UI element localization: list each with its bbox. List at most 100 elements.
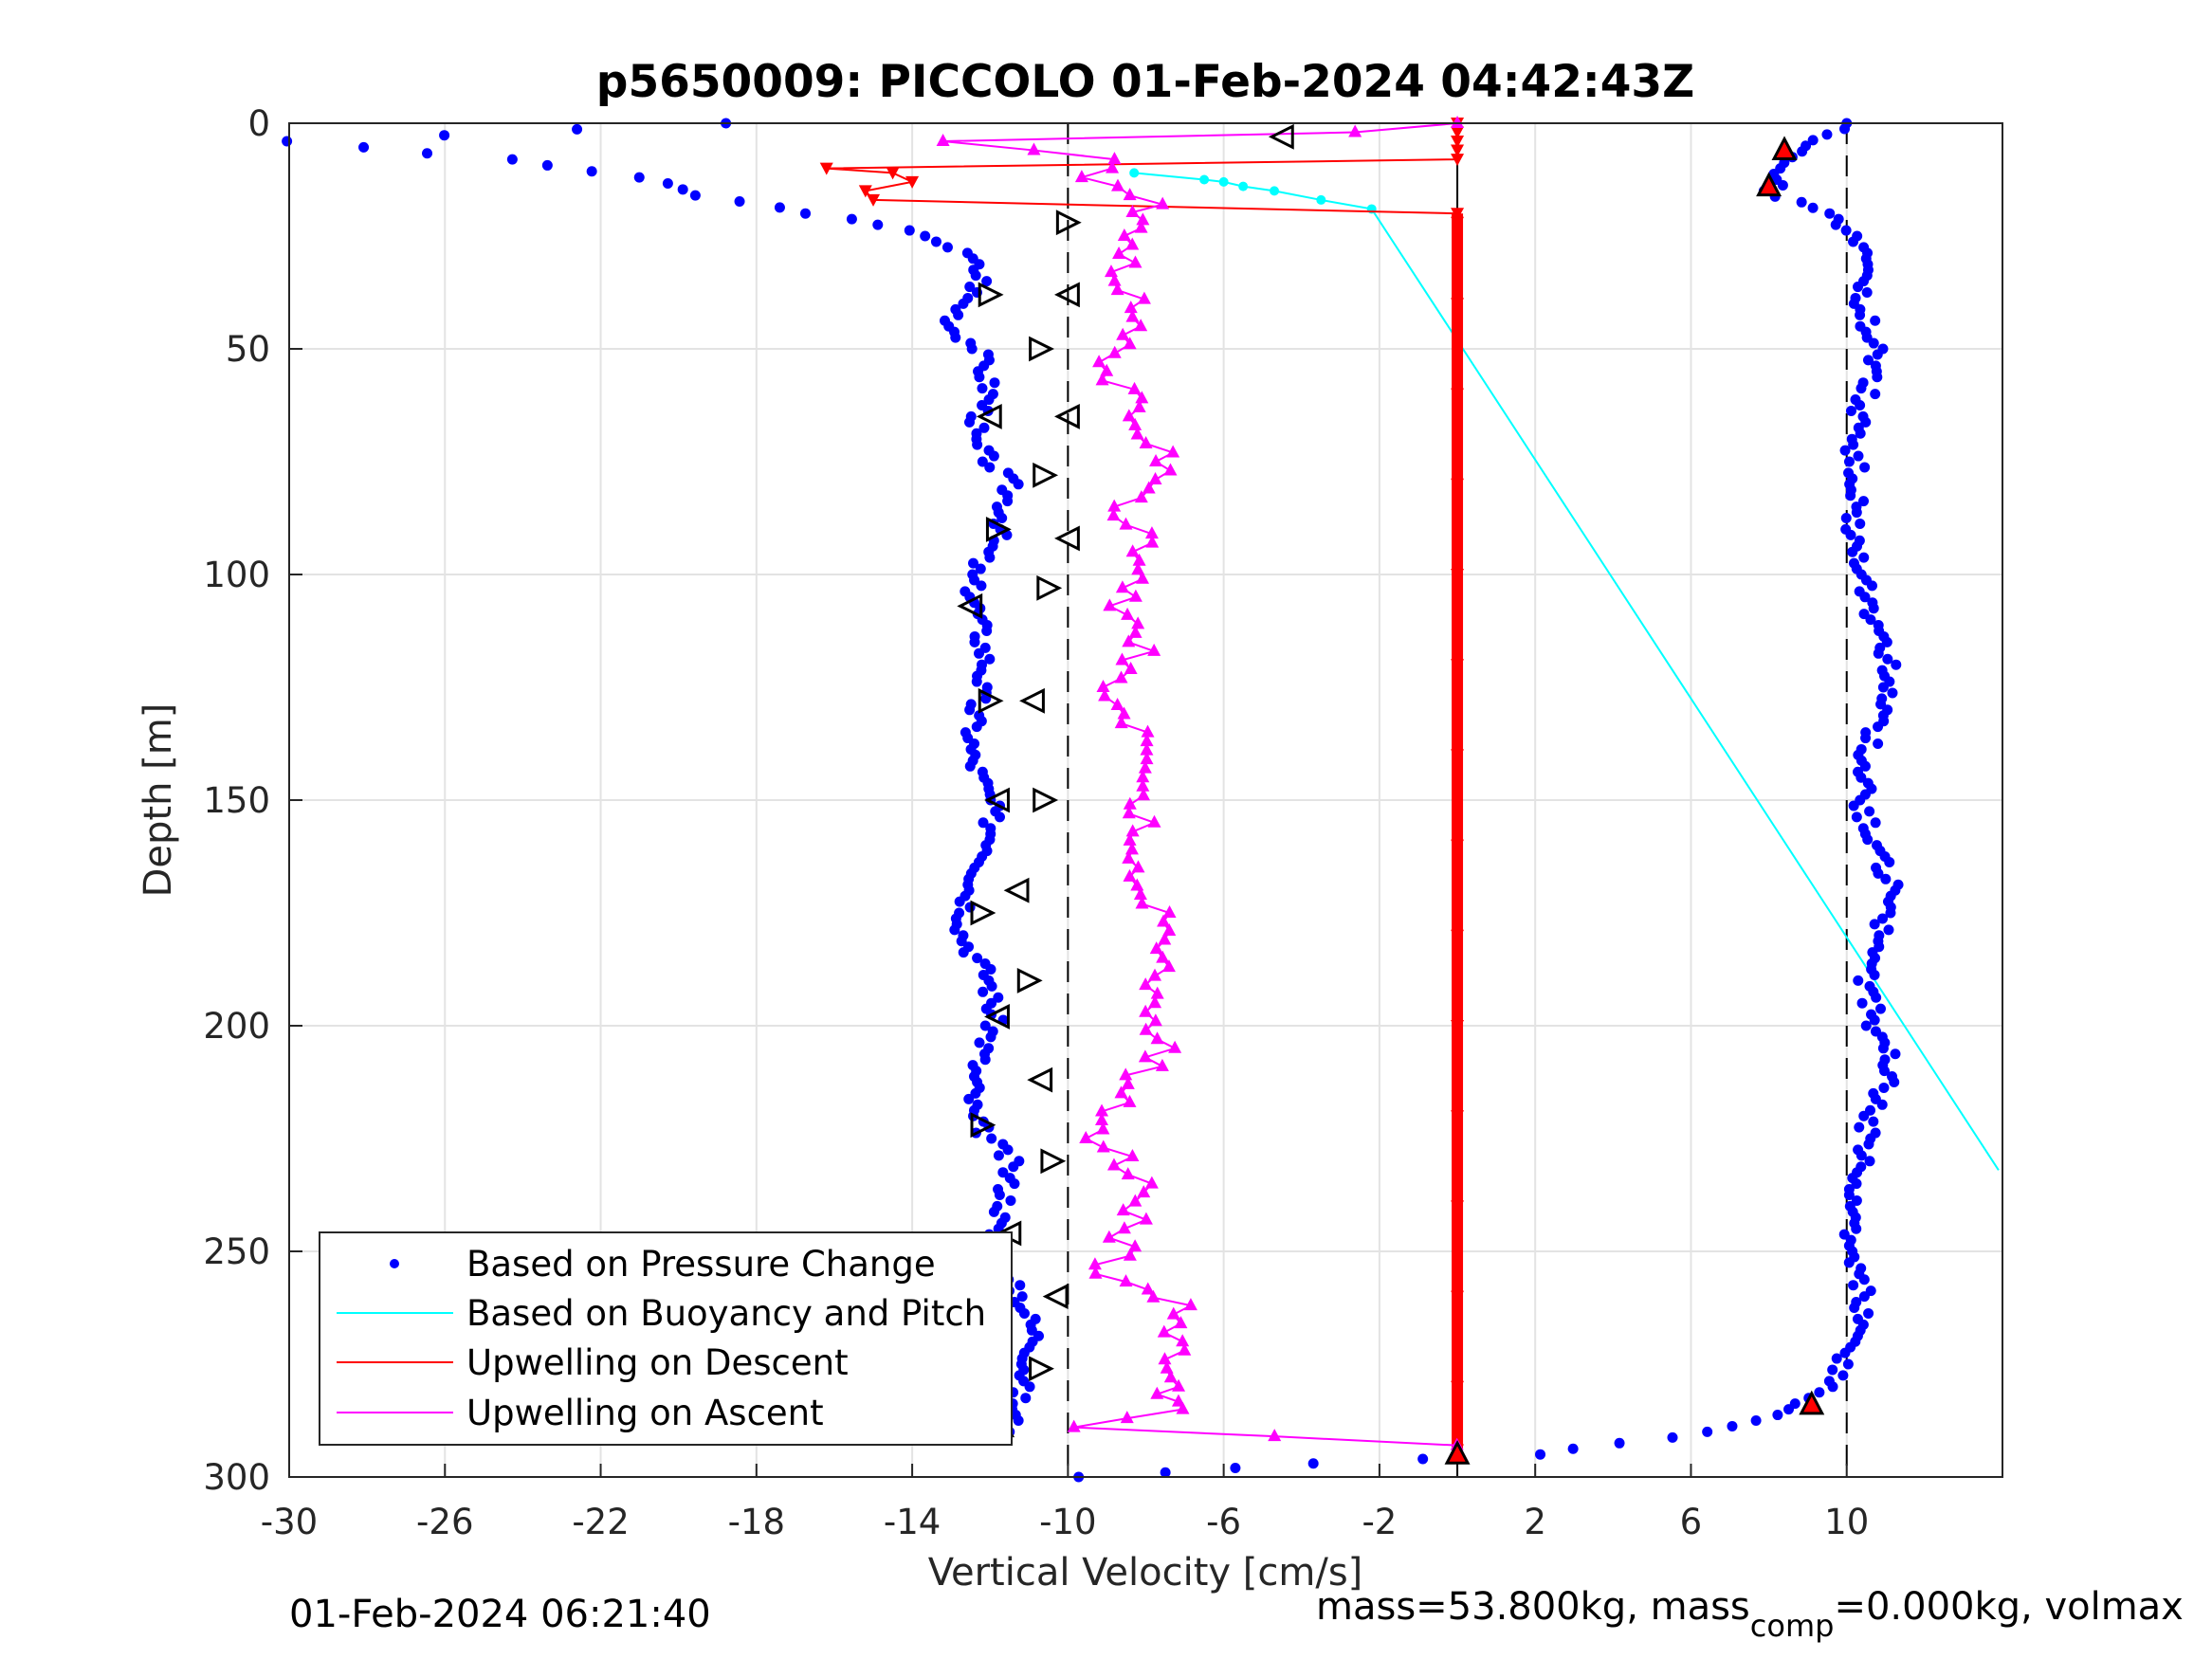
ascent-marker: [1117, 1221, 1131, 1234]
pressure-point: [1860, 727, 1872, 738]
pressure-point: [984, 552, 996, 563]
pressure-point: [1851, 501, 1862, 513]
pressure-point: [1807, 135, 1819, 146]
pressure-point: [1843, 467, 1855, 479]
pressure-point: [677, 184, 688, 195]
pressure-point: [941, 242, 953, 253]
x-tick-label-4: -14: [884, 1502, 941, 1542]
legend-swatch-pressure: [390, 1259, 399, 1268]
ascent-marker: [1106, 1158, 1121, 1171]
descent-marker: [1451, 1380, 1465, 1394]
legend-label-buoyancy: Based on Buoyancy and Pitch: [466, 1293, 986, 1334]
pressure-point: [1859, 462, 1871, 473]
ascent-marker: [1096, 1121, 1110, 1135]
pressure-point: [1840, 225, 1852, 236]
ascent-marker: [1138, 760, 1152, 774]
pressure-point: [1858, 496, 1870, 507]
ascent-marker: [1136, 571, 1150, 584]
bin-marker: [1003, 877, 1030, 903]
pressure-point: [974, 647, 985, 659]
legend: Based on Pressure Change Based on Buoyan…: [319, 1231, 1013, 1446]
pressure-point: [977, 383, 988, 394]
pressure-point: [358, 141, 370, 153]
ascent-marker: [1132, 553, 1146, 566]
ascent-marker: [1116, 1203, 1130, 1216]
ascent-marker: [1121, 1167, 1135, 1180]
ascent-marker: [1123, 1248, 1137, 1261]
pressure-point: [964, 282, 976, 293]
pressure-point: [689, 190, 701, 201]
ascent-marker: [1124, 661, 1138, 674]
ascent-marker: [1178, 1342, 1192, 1356]
buoyancy-point: [1199, 174, 1210, 185]
pressure-point: [1871, 840, 1882, 851]
bin-marker: [1054, 403, 1080, 429]
pressure-point: [997, 1167, 1009, 1178]
ascent-marker: [1110, 698, 1124, 711]
x-tick-label-6: -6: [1206, 1502, 1241, 1542]
pressure-point: [1842, 1358, 1854, 1370]
pressure-point: [1796, 196, 1807, 208]
descent-marker: [1451, 136, 1465, 149]
ascent-marker: [1139, 977, 1153, 991]
pressure-point: [1863, 1307, 1874, 1319]
ascent-marker: [1106, 160, 1120, 173]
ascent-marker: [1128, 589, 1143, 602]
y-axis-label: Depth [m]: [137, 703, 180, 898]
ascent-marker: [1161, 959, 1176, 973]
ascent-marker: [1166, 445, 1180, 458]
ascent-marker: [1122, 850, 1136, 864]
ascent-marker: [1128, 1239, 1143, 1252]
descent-marker: [858, 185, 872, 198]
pressure-point: [969, 636, 980, 647]
ascent-marker: [1125, 544, 1140, 557]
ascent-marker: [1079, 1131, 1093, 1143]
buoyancy-point: [1270, 186, 1280, 196]
ascent-marker: [1123, 832, 1137, 846]
pressure-point: [1891, 659, 1902, 670]
pressure-point: [972, 439, 983, 450]
ascent-marker: [1092, 355, 1106, 368]
x-axis-label: Vertical Velocity [cm/s]: [928, 1551, 1363, 1595]
pressure-point: [970, 270, 981, 282]
pressure-point: [975, 563, 986, 574]
pressure-point: [1861, 287, 1873, 298]
ascent-marker: [1096, 680, 1110, 692]
ascent-marker: [1142, 481, 1156, 494]
ascent-marker: [1168, 1040, 1182, 1053]
pressure-point: [1874, 642, 1886, 653]
ascent-marker: [1134, 319, 1148, 332]
ascent-marker: [1141, 1282, 1155, 1295]
pressure-point: [1855, 320, 1866, 332]
ascent-marker: [1140, 742, 1154, 756]
descent-marker: [886, 167, 900, 180]
pressure-point: [1535, 1449, 1546, 1460]
pressure-point: [1016, 1291, 1028, 1303]
pressure-point: [1883, 924, 1894, 936]
pressure-point: [981, 276, 993, 287]
ascent-marker: [1117, 706, 1131, 720]
pressure-point: [1851, 1297, 1862, 1308]
bin-marker: [1042, 1284, 1069, 1310]
pressure-point: [1862, 777, 1874, 789]
ascent-marker: [1067, 1419, 1081, 1432]
bin-marker: [1054, 282, 1080, 308]
bin-marker: [1756, 172, 1782, 197]
pressure-point: [1789, 1398, 1801, 1410]
pressure-point: [1864, 1156, 1875, 1167]
pressure-point: [1853, 450, 1864, 462]
pressure-point: [1864, 980, 1875, 992]
pressure-point: [1877, 913, 1889, 924]
ascent-marker: [1106, 508, 1121, 521]
ascent-marker: [1348, 124, 1362, 137]
bin-marker: [984, 787, 1010, 813]
pressure-point: [1002, 496, 1014, 507]
pressure-point: [1702, 1426, 1713, 1437]
ascent-marker: [1107, 345, 1122, 358]
pressure-point: [1024, 1381, 1035, 1393]
ascent-marker: [1096, 1139, 1110, 1153]
pressure-point: [1887, 1071, 1898, 1083]
ascent-marker: [1136, 770, 1150, 783]
pressure-point: [920, 230, 931, 242]
ascent-marker: [1107, 152, 1122, 165]
